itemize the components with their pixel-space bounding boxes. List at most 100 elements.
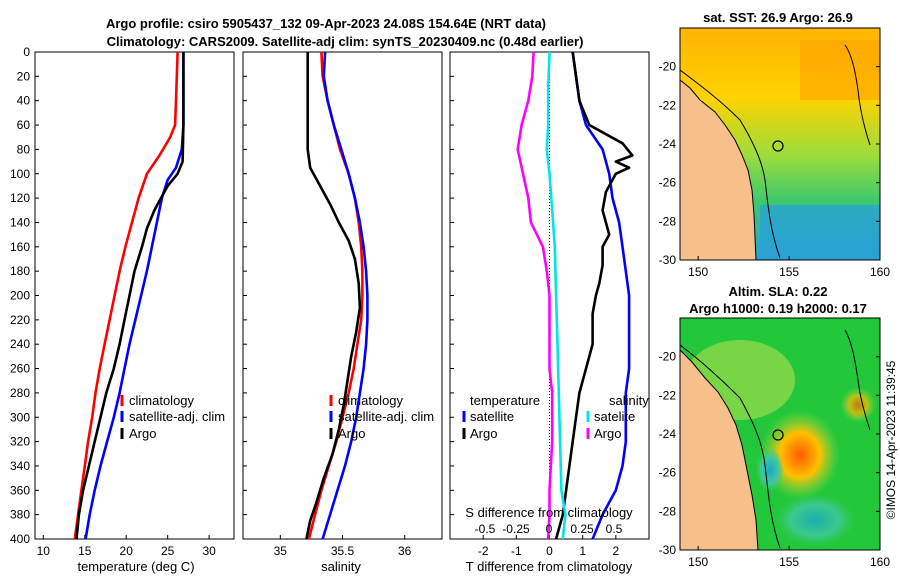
sla-cold-eddy (756, 448, 784, 492)
x-tick-label: 36 (398, 544, 412, 558)
legend-label-satellite: satellite-adj. clim (338, 409, 434, 424)
salinity-panel: 35 35.5 36 salinity climatology satellite-… (242, 51, 443, 574)
sst-reef-contour (844, 44, 871, 146)
x-tick-label: 1 (579, 544, 586, 558)
depth-tick-label: 260 (10, 362, 30, 376)
x-tick-label: 25 (161, 544, 175, 558)
series-line-temperature-satellite (571, 51, 631, 540)
map-y-tick-label: -20 (659, 350, 677, 364)
series-line-satellite-adj-clim (321, 51, 369, 540)
map-y-tick-label: -22 (659, 98, 677, 112)
depth-tick-label: 380 (10, 508, 30, 522)
legend-heading-salinity: salinity (609, 393, 649, 408)
sst-land (680, 79, 757, 260)
difference-legend: temperature satellite Argo salinity sate… (462, 393, 649, 441)
map-x-tick-label: 150 (688, 555, 708, 569)
map-x-tick-label: 155 (779, 265, 799, 279)
legend-label-climatology: climatology (338, 393, 404, 408)
sst-map-title: sat. SST: 26.9 Argo: 26.9 (703, 10, 853, 25)
sla-reef-contour (844, 329, 871, 431)
legend-label-argo: Argo (338, 426, 365, 441)
map-y-tick-label: -22 (659, 388, 677, 402)
difference-top-axis-label: S difference from climatology (465, 505, 633, 520)
depth-tick-label: 80 (17, 142, 31, 156)
sst-warm-patch (800, 40, 880, 100)
depth-tick-label: 20 (17, 69, 31, 83)
depth-tick-label: 140 (10, 215, 30, 229)
sla-land (680, 349, 759, 550)
temperature-axes-box (34, 51, 235, 540)
sla-bathymetry-contour (680, 344, 781, 549)
top-tick-label: 0 (546, 522, 553, 536)
depth-tick-label: 100 (10, 167, 30, 181)
sla-warm-eddy-small (840, 387, 876, 423)
map-y-tick-label: -26 (659, 176, 677, 190)
top-tick-label: 0.25 (570, 522, 594, 536)
x-tick-label: 30 (202, 544, 216, 558)
salinity-axes-box (242, 51, 443, 540)
x-tick-label: 35.5 (331, 544, 355, 558)
difference-top-ticks: -0.5 -0.25 0 0.25 0.5 (475, 522, 623, 536)
x-tick-label: -1 (511, 544, 522, 558)
legend-label-climatology: climatology (129, 393, 195, 408)
legend-label-temp-argo: Argo (470, 426, 497, 441)
temperature-panel: 10 15 20 25 30 temperature (deg C) climatolo… (34, 51, 235, 574)
sla-map-title-line1: Altim. SLA: 0.22 (729, 284, 828, 299)
depth-tick-label: 160 (10, 240, 30, 254)
depth-axis: 0 20 40 60 80 100 120 140 160 180 200 220 240 260 280 3… (10, 45, 30, 546)
map-x-tick-label: 160 (870, 265, 890, 279)
legend-label-sal-argo: Argo (594, 426, 621, 441)
map-y-tick-label: -24 (659, 427, 677, 441)
map-x-tick-label: 160 (870, 555, 890, 569)
map-y-tick-label: -30 (659, 543, 677, 557)
map-y-tick-label: -28 (659, 504, 677, 518)
depth-tick-label: 40 (17, 94, 31, 108)
x-tick-label: 20 (120, 544, 134, 558)
x-tick-label: 35 (274, 544, 288, 558)
depth-tick-label: 200 (10, 289, 30, 303)
series-line-climatology (73, 51, 179, 540)
x-tick-label: 0 (546, 544, 553, 558)
top-tick-label: 0.5 (606, 522, 623, 536)
depth-tick-label: 120 (10, 191, 30, 205)
sla-cold-eddy-south (775, 494, 855, 546)
map-x-tick-label: 150 (688, 265, 708, 279)
depth-tick-label: 180 (10, 264, 30, 278)
x-tick-label: 10 (37, 544, 51, 558)
map-x-tick-label: 155 (779, 555, 799, 569)
depth-tick-label: 400 (10, 532, 30, 546)
difference-xlabel: T difference from climatology (466, 559, 633, 574)
legend-label-satellite: satellite-adj. clim (129, 409, 225, 424)
sla-map-title-line2: Argo h1000: 0.19 h2000: 0.17 (689, 301, 867, 316)
legend-label-argo: Argo (129, 426, 156, 441)
depth-tick-label: 360 (10, 483, 30, 497)
figure-title-line2: Climatology: CARS2009. Satellite-adj cli… (107, 34, 584, 49)
legend-label-sal-satellite: satelite (594, 409, 635, 424)
imos-timestamp: ©IMOS 14-Apr-2023 11:39:45 (884, 360, 898, 519)
legend-heading-temperature: temperature (470, 393, 540, 408)
salinity-xlabel: salinity (321, 559, 361, 574)
series-line-salinity-satellite (545, 51, 567, 540)
depth-tick-label: 220 (10, 313, 30, 327)
depth-tick-label: 320 (10, 435, 30, 449)
series-line-argo (75, 52, 185, 540)
x-tick-label: 15 (78, 544, 92, 558)
depth-tick-label: 240 (10, 337, 30, 351)
depth-tick-label: 280 (10, 386, 30, 400)
sla-map: Altim. SLA: 0.22 Argo h1000: 0.19 h2000:… (659, 284, 891, 569)
figure-title-line1: Argo profile: csiro 5905437_132 09-Apr-2… (106, 16, 546, 31)
difference-panel: -2 -1 0 1 2 T difference from climatology S … (449, 51, 650, 574)
map-y-tick-label: -24 (659, 137, 677, 151)
depth-tick-label: 300 (10, 410, 30, 424)
x-tick-label: -2 (478, 544, 489, 558)
depth-tick-label: 60 (17, 118, 31, 132)
sla-float-position-marker (772, 429, 784, 441)
sst-map: sat. SST: 26.9 Argo: 26.9 150 155 160 -20 -… (659, 10, 891, 279)
temperature-legend: climatology satellite-adj. clim Argo (120, 393, 225, 441)
x-tick-label: 2 (612, 544, 619, 558)
salinity-legend: climatology satellite-adj. clim Argo (329, 393, 434, 441)
series-line-salinity-argo (516, 51, 554, 540)
sst-float-position-marker (772, 140, 784, 152)
depth-tick-label: 0 (23, 45, 30, 59)
series-line-temperature-argo (554, 51, 634, 540)
